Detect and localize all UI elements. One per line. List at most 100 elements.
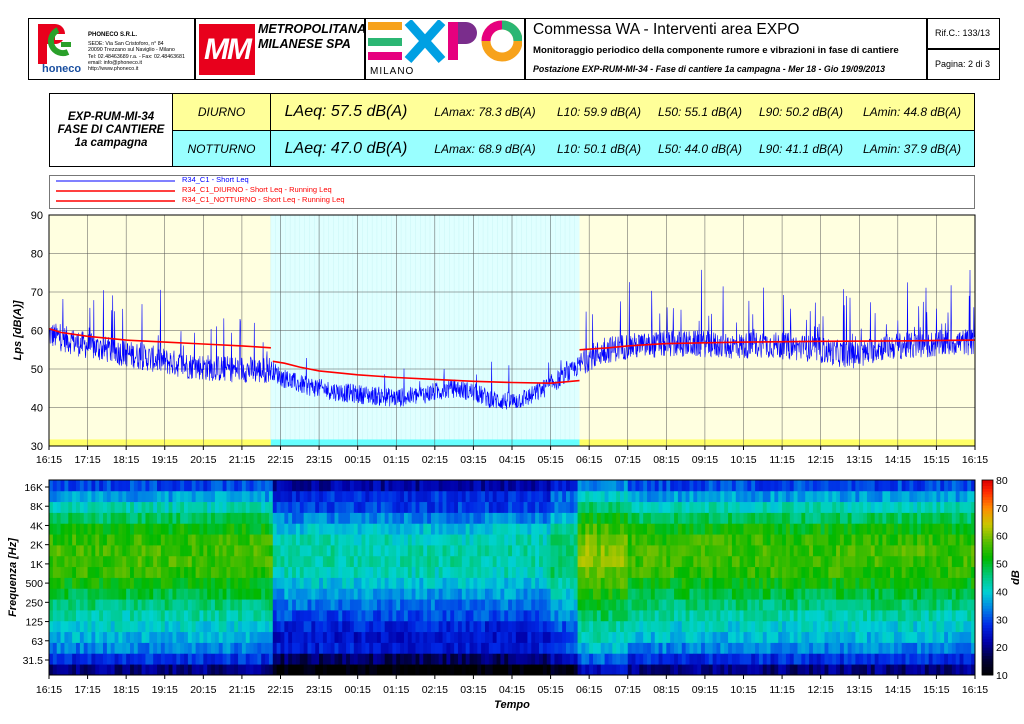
spectrogram-cell <box>697 631 702 643</box>
spectrogram-cell <box>724 664 729 676</box>
spectrogram-cell <box>697 480 702 492</box>
spectrogram-cell <box>473 490 478 503</box>
spectrogram-cell <box>650 534 656 546</box>
spectrogram-cell <box>423 566 428 578</box>
spectrogram-cell <box>704 501 710 513</box>
spectrogram-cell <box>917 566 922 578</box>
spectrogram-cell <box>882 577 887 589</box>
spectrogram-cell <box>820 480 825 492</box>
spectrogram-cell <box>955 480 960 492</box>
spectrogram-cell <box>149 588 154 600</box>
spectrogram-cell <box>365 599 370 611</box>
spectrogram-cell <box>349 545 355 557</box>
spectrogram-cell <box>292 555 297 568</box>
spectrogram-cell <box>346 490 351 503</box>
spectrogram-cell <box>882 555 887 568</box>
spectrogram-cell <box>870 545 876 557</box>
spectrogram-cell <box>349 631 355 643</box>
spectrogram-cell <box>650 588 656 600</box>
spectrogram-cell <box>373 490 378 503</box>
spectrogram-cell <box>928 566 933 578</box>
spectrogram-cell <box>211 566 216 578</box>
spectrogram-cell <box>280 545 285 557</box>
spectrogram-cell <box>809 599 814 611</box>
spectrogram-cell <box>52 653 58 665</box>
spectrogram-cell <box>326 653 332 665</box>
spectrogram-cell <box>442 566 447 578</box>
spectrogram-cell <box>604 610 609 622</box>
spectrogram-cell <box>623 642 629 654</box>
spectrogram-cell <box>145 642 150 654</box>
spectrogram-cell <box>839 664 845 676</box>
spectrogram-cell <box>870 501 876 513</box>
spectrogram-cell <box>720 620 725 633</box>
spectrogram-cell <box>95 523 100 535</box>
spectrogram-cell <box>608 631 613 643</box>
spectrogram-cell <box>60 631 65 643</box>
spectrogram-cell <box>184 653 189 665</box>
spectrogram-cell <box>828 523 833 535</box>
colorbar-segment <box>982 652 993 656</box>
spectrogram-cell <box>376 620 382 633</box>
spectrogram-cell <box>531 610 536 622</box>
spectrogram-cell <box>828 490 833 503</box>
spectrogram-cell <box>554 577 559 589</box>
colorbar-segment <box>982 499 993 503</box>
spectrogram-cell <box>349 610 355 622</box>
spectrogram-cell <box>268 555 274 568</box>
spectrogram-cell <box>465 588 470 600</box>
spectrogram-cell <box>481 555 486 568</box>
spectrogram-cell <box>720 577 725 589</box>
spectrogram-cell <box>114 545 119 557</box>
spectrogram-cell <box>276 610 281 622</box>
spectrogram-cell <box>442 631 447 643</box>
spectrogram-cell <box>704 534 710 546</box>
spectrogram-cell <box>820 588 825 600</box>
spectrogram-cell <box>866 534 872 546</box>
spectrogram-cell <box>284 620 289 633</box>
spectrogram-cell <box>971 566 976 578</box>
spectrogram-cell <box>149 577 154 589</box>
spectrogram-cell <box>712 566 717 578</box>
spectrogram-cell <box>484 588 490 600</box>
spectrogram-cell <box>369 566 374 578</box>
spectrogram-cell <box>778 588 783 600</box>
spectrogram-cell <box>959 631 964 643</box>
spectrogram-cell <box>693 480 698 492</box>
spectrogram-cell <box>187 577 193 589</box>
spectrogram-cell <box>137 620 142 633</box>
spectrogram-cell <box>122 577 127 589</box>
spectrogram-cell <box>226 545 231 557</box>
spectrogram-cell <box>157 599 162 611</box>
spectrogram-cell <box>195 588 200 600</box>
summary-label-line: EXP-RUM-MI-34 <box>67 110 155 123</box>
spectrogram-cell <box>423 599 428 611</box>
spectrogram-cell <box>589 642 594 654</box>
spectrogram-cell <box>643 490 648 503</box>
spectrogram-cell <box>797 653 802 665</box>
spectrogram-cell <box>442 610 447 622</box>
spectrogram-cell <box>157 523 162 535</box>
spectrogram-cell <box>241 534 247 546</box>
spectrogram-cell <box>674 534 679 546</box>
spectrogram-cell <box>739 534 744 546</box>
spectrogram-cell <box>573 534 578 546</box>
spectrogram-cell <box>627 610 633 622</box>
spectrogram-cell <box>809 610 814 622</box>
spectrogram-cell <box>596 566 602 578</box>
spectrogram-cell <box>859 555 864 568</box>
spectrogram-cell <box>847 620 852 633</box>
spectrogram-cell <box>747 642 752 654</box>
spectrogram-cell <box>384 610 389 622</box>
spectrogram-cell <box>349 480 355 492</box>
spectrogram-cell <box>83 620 88 633</box>
spectrogram-cell <box>396 512 401 524</box>
spectrogram-cell <box>365 642 370 654</box>
spectrogram-cell <box>130 653 135 665</box>
spectrogram-cell <box>76 599 81 611</box>
spectrogram-cell <box>504 555 509 568</box>
spectrogram-cell <box>758 588 764 600</box>
spectrogram-cell <box>153 653 158 665</box>
spectrogram-cell <box>446 577 451 589</box>
spectrogram-cell <box>176 545 181 557</box>
